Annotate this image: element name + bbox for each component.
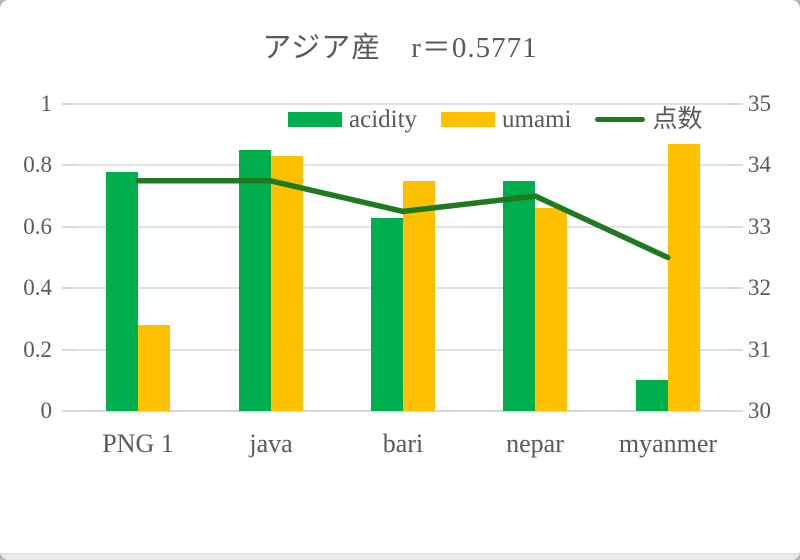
umami-swatch-icon — [441, 111, 496, 127]
category-label-nepar: nepar — [506, 429, 564, 458]
gridline — [72, 164, 734, 166]
right-axis-label: 32 — [748, 275, 771, 300]
umami-bar-myanmer — [668, 144, 700, 411]
left-axis-label: 0.4 — [23, 275, 52, 300]
category-label-bari: bari — [382, 429, 424, 458]
window-bottom-edge — [0, 553, 800, 560]
left-axis-tick — [62, 410, 77, 412]
legend-item-umami[interactable]: umami — [441, 107, 571, 132]
right-axis-label: 35 — [748, 91, 771, 116]
score-line-layer — [135, 178, 671, 261]
right-axis-label: 30 — [748, 398, 771, 423]
acidity-bar-myanmer — [636, 380, 668, 411]
right-axis-tick — [728, 164, 743, 166]
left-axis-tick — [62, 287, 77, 289]
umami-bar-bari — [403, 181, 435, 411]
legend: acidity umami 点数 — [288, 104, 702, 134]
umami-bar-java — [271, 156, 303, 411]
acidity-bar-PNG 1 — [106, 172, 138, 411]
left-axis-label: 0.6 — [23, 214, 52, 239]
category-label-java: java — [249, 429, 293, 458]
acidity-bar-bari — [371, 218, 403, 411]
right-axis-tick — [728, 287, 743, 289]
right-axis-tick — [728, 349, 743, 351]
left-axis-tick — [62, 349, 77, 351]
category-label-PNG 1: PNG 1 — [102, 429, 174, 458]
chart-title: アジア産 r＝0.5771 — [262, 32, 538, 64]
umami-bar-PNG 1 — [138, 325, 170, 411]
acidity-swatch-icon — [288, 111, 342, 127]
gridline — [72, 103, 734, 105]
left-axis-label: 0.8 — [23, 152, 52, 177]
right-axis-label: 34 — [748, 152, 771, 177]
left-axis-label: 0 — [40, 398, 53, 423]
legend-item-score[interactable]: 点数 — [595, 107, 702, 132]
legend-label-umami: umami — [502, 105, 572, 133]
gridline — [72, 410, 734, 412]
right-axis-label: 33 — [748, 214, 771, 239]
umami-bar-nepar — [535, 208, 567, 411]
right-axis-tick — [728, 103, 743, 105]
left-axis-tick — [62, 226, 77, 228]
plot-area — [72, 103, 734, 412]
legend-label-acidity: acidity — [349, 105, 418, 133]
left-axis-label: 0.2 — [23, 337, 52, 362]
legend-item-acidity[interactable]: acidity — [288, 107, 417, 132]
legend-label-score: 点数 — [652, 105, 703, 133]
right-axis-label: 31 — [748, 337, 771, 362]
left-axis-label: 1 — [40, 91, 53, 116]
left-axis-tick — [62, 103, 77, 105]
score-line — [135, 178, 671, 261]
acidity-bar-java — [239, 150, 271, 411]
acidity-bar-nepar — [503, 181, 535, 411]
right-axis-tick — [728, 226, 743, 228]
score-line-swatch-icon — [595, 116, 646, 122]
category-label-myanmer: myanmer — [618, 429, 718, 458]
right-axis-tick — [728, 410, 743, 412]
left-axis-tick — [62, 164, 77, 166]
